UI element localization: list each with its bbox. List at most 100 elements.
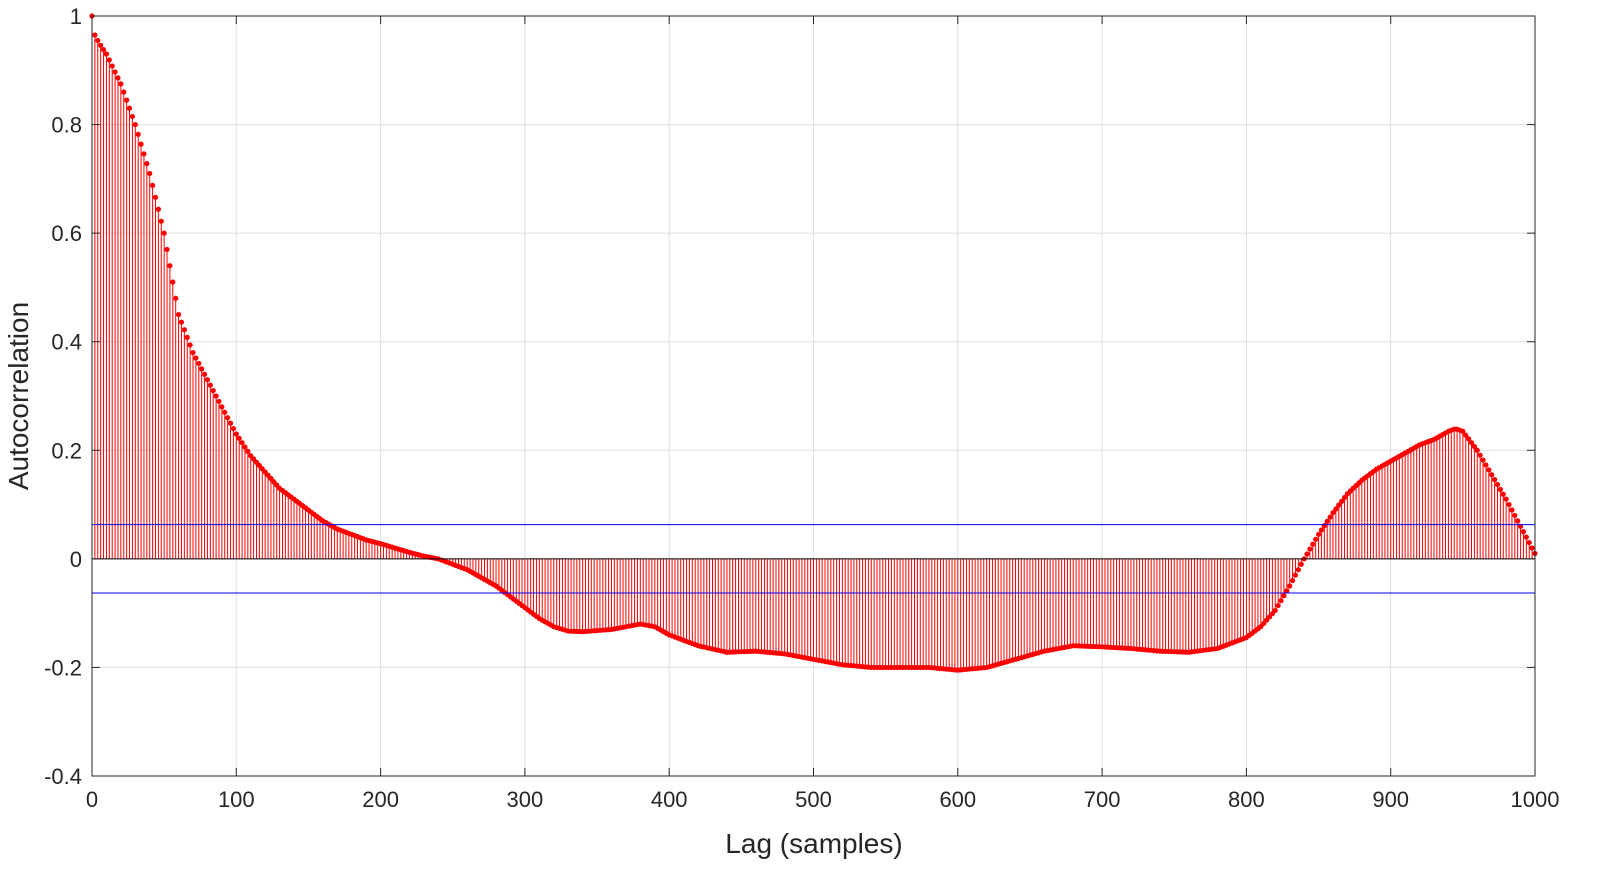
stem-marker [225, 415, 231, 421]
stem-marker [1287, 583, 1293, 589]
x-tick-label: 700 [1084, 787, 1121, 812]
stem-marker [245, 448, 251, 454]
stem-marker [1324, 518, 1330, 525]
stem-marker [1512, 512, 1518, 519]
stem-marker [190, 349, 196, 356]
stem-marker [196, 360, 202, 367]
stem-marker [1272, 607, 1278, 614]
stem-marker [1341, 494, 1348, 501]
x-tick-label: 300 [507, 787, 544, 812]
stem-marker [210, 387, 216, 394]
stem-marker [1315, 531, 1322, 538]
stem-marker [144, 161, 150, 167]
stem-marker [242, 444, 248, 450]
tick-labels: 0 100 200 300 400 500 600 700 800 900 1000 -0.4 -0.2… [44, 4, 1559, 812]
stem-marker [1515, 518, 1521, 524]
stem-marker [1339, 498, 1345, 504]
stem-marker [1523, 534, 1529, 540]
stem-marker [161, 230, 167, 236]
stem-marker [1520, 529, 1527, 535]
stem-marker [1321, 523, 1327, 529]
stem-marker [181, 327, 187, 333]
stem-marker [138, 141, 144, 147]
stem-marker [164, 246, 170, 253]
stem-marker [132, 121, 138, 128]
stem-marker [1278, 598, 1284, 604]
stem-marker [158, 218, 164, 224]
stem-marker [1483, 462, 1489, 468]
x-tick-label: 900 [1372, 787, 1409, 812]
stem-marker [173, 295, 179, 301]
stem-marker [124, 97, 130, 103]
stem-marker [1491, 477, 1498, 483]
y-tick-label: 0.2 [51, 438, 82, 463]
stem-marker [1292, 572, 1299, 578]
stem-marker [98, 42, 104, 48]
y-axis-title: Autocorrelation [3, 302, 34, 490]
axes [91, 15, 1536, 777]
stem-marker [1295, 567, 1301, 573]
stem-marker [1466, 436, 1472, 442]
y-tick-label: 0.8 [51, 113, 82, 138]
stem-marker [95, 37, 101, 44]
x-tick-label: 0 [86, 787, 98, 812]
stem-marker [1460, 428, 1466, 434]
stem-marker [1468, 440, 1475, 446]
stem-marker [236, 435, 242, 441]
stem-marker [100, 47, 107, 53]
x-tick-label: 400 [651, 787, 688, 812]
stem-marker [112, 69, 118, 75]
stem-marker [135, 131, 141, 137]
stem-marker [1471, 443, 1477, 450]
stem-marker [1503, 496, 1509, 502]
y-tick-label: 0.4 [51, 330, 82, 355]
grid [92, 16, 1535, 776]
x-tick-label: 600 [939, 787, 976, 812]
stem-marker [1289, 577, 1296, 584]
stem-marker [1318, 527, 1325, 533]
stem-marker [170, 279, 176, 285]
stem-marker [1506, 501, 1512, 508]
stem-marker [1489, 472, 1495, 478]
stem-marker [1494, 481, 1501, 488]
stem-marker [118, 81, 124, 87]
stem-marker [222, 409, 228, 415]
stem-marker [201, 371, 208, 377]
y-tick-label: -0.4 [44, 764, 82, 789]
y-tick-label: 1 [70, 4, 82, 29]
stem-marker [1480, 457, 1486, 463]
stem-marker [213, 393, 219, 399]
stem-marker [1477, 452, 1483, 458]
stem-marker [1281, 593, 1287, 599]
stem-marker [204, 377, 211, 383]
stem-marker [193, 355, 199, 361]
stem-marker [103, 51, 110, 57]
stem-marker [129, 113, 136, 120]
confidence-bounds [92, 524, 1535, 594]
stem-marker [1330, 510, 1336, 516]
stem-marker [1463, 432, 1469, 438]
stem-marker [230, 425, 237, 432]
stem-marker [1333, 506, 1339, 512]
stem-marker [216, 398, 222, 405]
stem-marker [155, 206, 161, 212]
stem-marker [141, 151, 147, 157]
stem-marker [1298, 561, 1304, 567]
stem-marker [233, 431, 239, 437]
stem-marker [1336, 502, 1342, 508]
x-axis-title: Lag (samples) [725, 828, 902, 859]
stem-marker [184, 334, 190, 340]
stem-marker [106, 57, 112, 63]
stem-marker [152, 194, 159, 200]
x-tick-label: 1000 [1511, 787, 1560, 812]
x-tick-label: 800 [1228, 787, 1265, 812]
stem-series [89, 13, 1538, 673]
stem-marker [167, 263, 173, 269]
stem-marker [1497, 486, 1503, 492]
stem-marker [1327, 514, 1333, 520]
stem-marker [219, 404, 225, 410]
stem-marker [1500, 491, 1506, 497]
y-tick-label: 0 [70, 547, 82, 572]
stem-marker [1526, 539, 1532, 546]
stem-marker [207, 382, 213, 388]
